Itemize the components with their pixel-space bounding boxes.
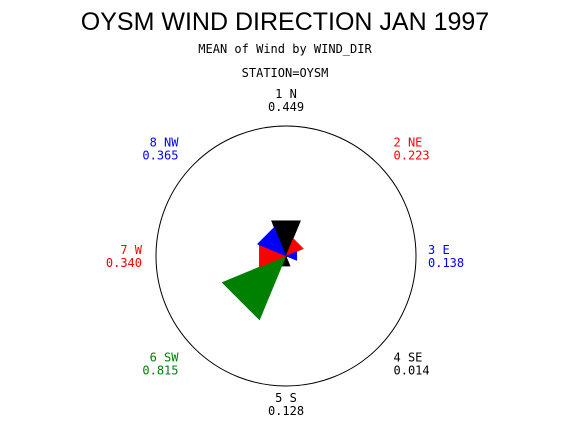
direction-label-n: 1 N bbox=[275, 87, 297, 101]
direction-label-sw: 6 SW bbox=[150, 351, 180, 365]
direction-value-nw: 0.365 bbox=[142, 149, 178, 163]
direction-value-sw: 0.815 bbox=[142, 364, 178, 378]
petal-group bbox=[221, 220, 304, 321]
chart-title: OYSM WIND DIRECTION JAN 1997 bbox=[81, 8, 489, 36]
direction-label-nw: 8 NW bbox=[150, 136, 180, 150]
direction-label-w: 7 W bbox=[120, 243, 142, 257]
direction-label-ne: 2 NE bbox=[394, 136, 423, 150]
station-label: STATION=OYSM bbox=[242, 66, 329, 80]
direction-label-s: 5 S bbox=[275, 391, 297, 405]
petal-sw bbox=[221, 255, 287, 321]
direction-value-se: 0.014 bbox=[394, 364, 430, 378]
rose-outer-circle bbox=[155, 125, 417, 387]
direction-label-e: 3 E bbox=[428, 243, 450, 257]
direction-value-ne: 0.223 bbox=[394, 149, 430, 163]
direction-value-w: 0.340 bbox=[106, 256, 142, 270]
direction-label-se: 4 SE bbox=[394, 351, 423, 365]
label-group: 1 N0.449 2 NE0.223 3 E0.138 4 SE0.014 5 S0.1… bbox=[106, 87, 464, 418]
direction-value-e: 0.138 bbox=[428, 256, 464, 270]
petal-e bbox=[285, 251, 298, 261]
chart-subtitle: MEAN of Wind by WIND_DIR bbox=[198, 42, 372, 56]
direction-value-s: 0.128 bbox=[268, 404, 304, 418]
petal-nw bbox=[256, 226, 287, 257]
direction-value-n: 0.449 bbox=[268, 100, 304, 114]
